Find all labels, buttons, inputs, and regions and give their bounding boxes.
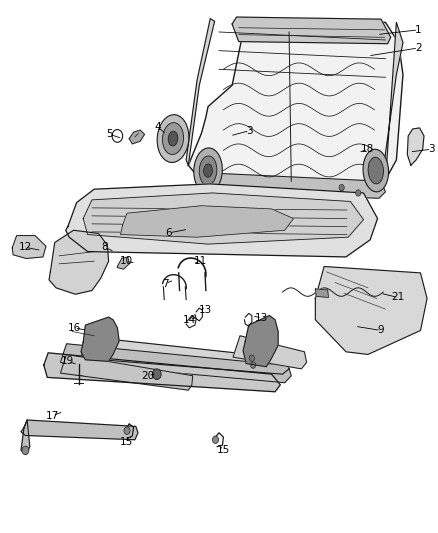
Ellipse shape: [157, 115, 189, 163]
Ellipse shape: [204, 164, 212, 177]
Polygon shape: [407, 128, 424, 165]
Polygon shape: [12, 236, 46, 259]
Text: 6: 6: [165, 228, 172, 238]
Text: 11: 11: [194, 256, 207, 266]
Text: 20: 20: [141, 371, 155, 381]
Text: 10: 10: [120, 256, 133, 266]
Circle shape: [249, 355, 254, 361]
Text: 14: 14: [183, 315, 196, 325]
Polygon shape: [60, 344, 291, 383]
Text: 5: 5: [106, 130, 113, 139]
Polygon shape: [21, 420, 30, 454]
Text: 19: 19: [61, 357, 74, 366]
Polygon shape: [129, 130, 145, 144]
Polygon shape: [81, 317, 119, 361]
Text: 13: 13: [255, 313, 268, 323]
Text: 3: 3: [246, 126, 253, 135]
Text: 17: 17: [46, 411, 59, 421]
Circle shape: [22, 446, 29, 455]
Polygon shape: [21, 420, 138, 440]
Text: 2: 2: [415, 43, 422, 53]
Text: 9: 9: [378, 326, 385, 335]
Text: 1: 1: [415, 25, 422, 35]
Polygon shape: [188, 21, 403, 192]
Circle shape: [152, 369, 161, 379]
Polygon shape: [315, 266, 427, 354]
Polygon shape: [243, 316, 278, 367]
Polygon shape: [117, 257, 129, 269]
Ellipse shape: [363, 149, 389, 192]
Polygon shape: [232, 17, 391, 44]
Ellipse shape: [194, 148, 223, 193]
Polygon shape: [233, 336, 307, 369]
Ellipse shape: [162, 123, 184, 155]
Ellipse shape: [199, 156, 217, 185]
Polygon shape: [315, 289, 328, 297]
Text: 4: 4: [154, 122, 161, 132]
Text: 13: 13: [199, 305, 212, 315]
Polygon shape: [186, 19, 215, 165]
Circle shape: [124, 427, 130, 434]
Text: 15: 15: [217, 446, 230, 455]
Circle shape: [212, 436, 219, 443]
Circle shape: [356, 190, 361, 196]
Text: 18: 18: [361, 144, 374, 154]
Ellipse shape: [168, 131, 178, 146]
Polygon shape: [60, 354, 193, 390]
Polygon shape: [44, 353, 280, 392]
Polygon shape: [120, 206, 293, 237]
Text: 7: 7: [162, 279, 169, 288]
Polygon shape: [81, 337, 289, 374]
Text: 16: 16: [68, 323, 81, 333]
Polygon shape: [377, 22, 403, 189]
Ellipse shape: [368, 157, 384, 184]
Text: 8: 8: [101, 243, 108, 252]
Circle shape: [251, 362, 256, 368]
Polygon shape: [49, 230, 109, 294]
Text: 21: 21: [391, 293, 404, 302]
Polygon shape: [66, 184, 378, 257]
Text: 3: 3: [428, 144, 435, 154]
Circle shape: [339, 184, 344, 191]
Polygon shape: [210, 173, 385, 198]
Text: 15: 15: [120, 438, 133, 447]
Text: 12: 12: [19, 243, 32, 252]
Polygon shape: [83, 193, 364, 244]
